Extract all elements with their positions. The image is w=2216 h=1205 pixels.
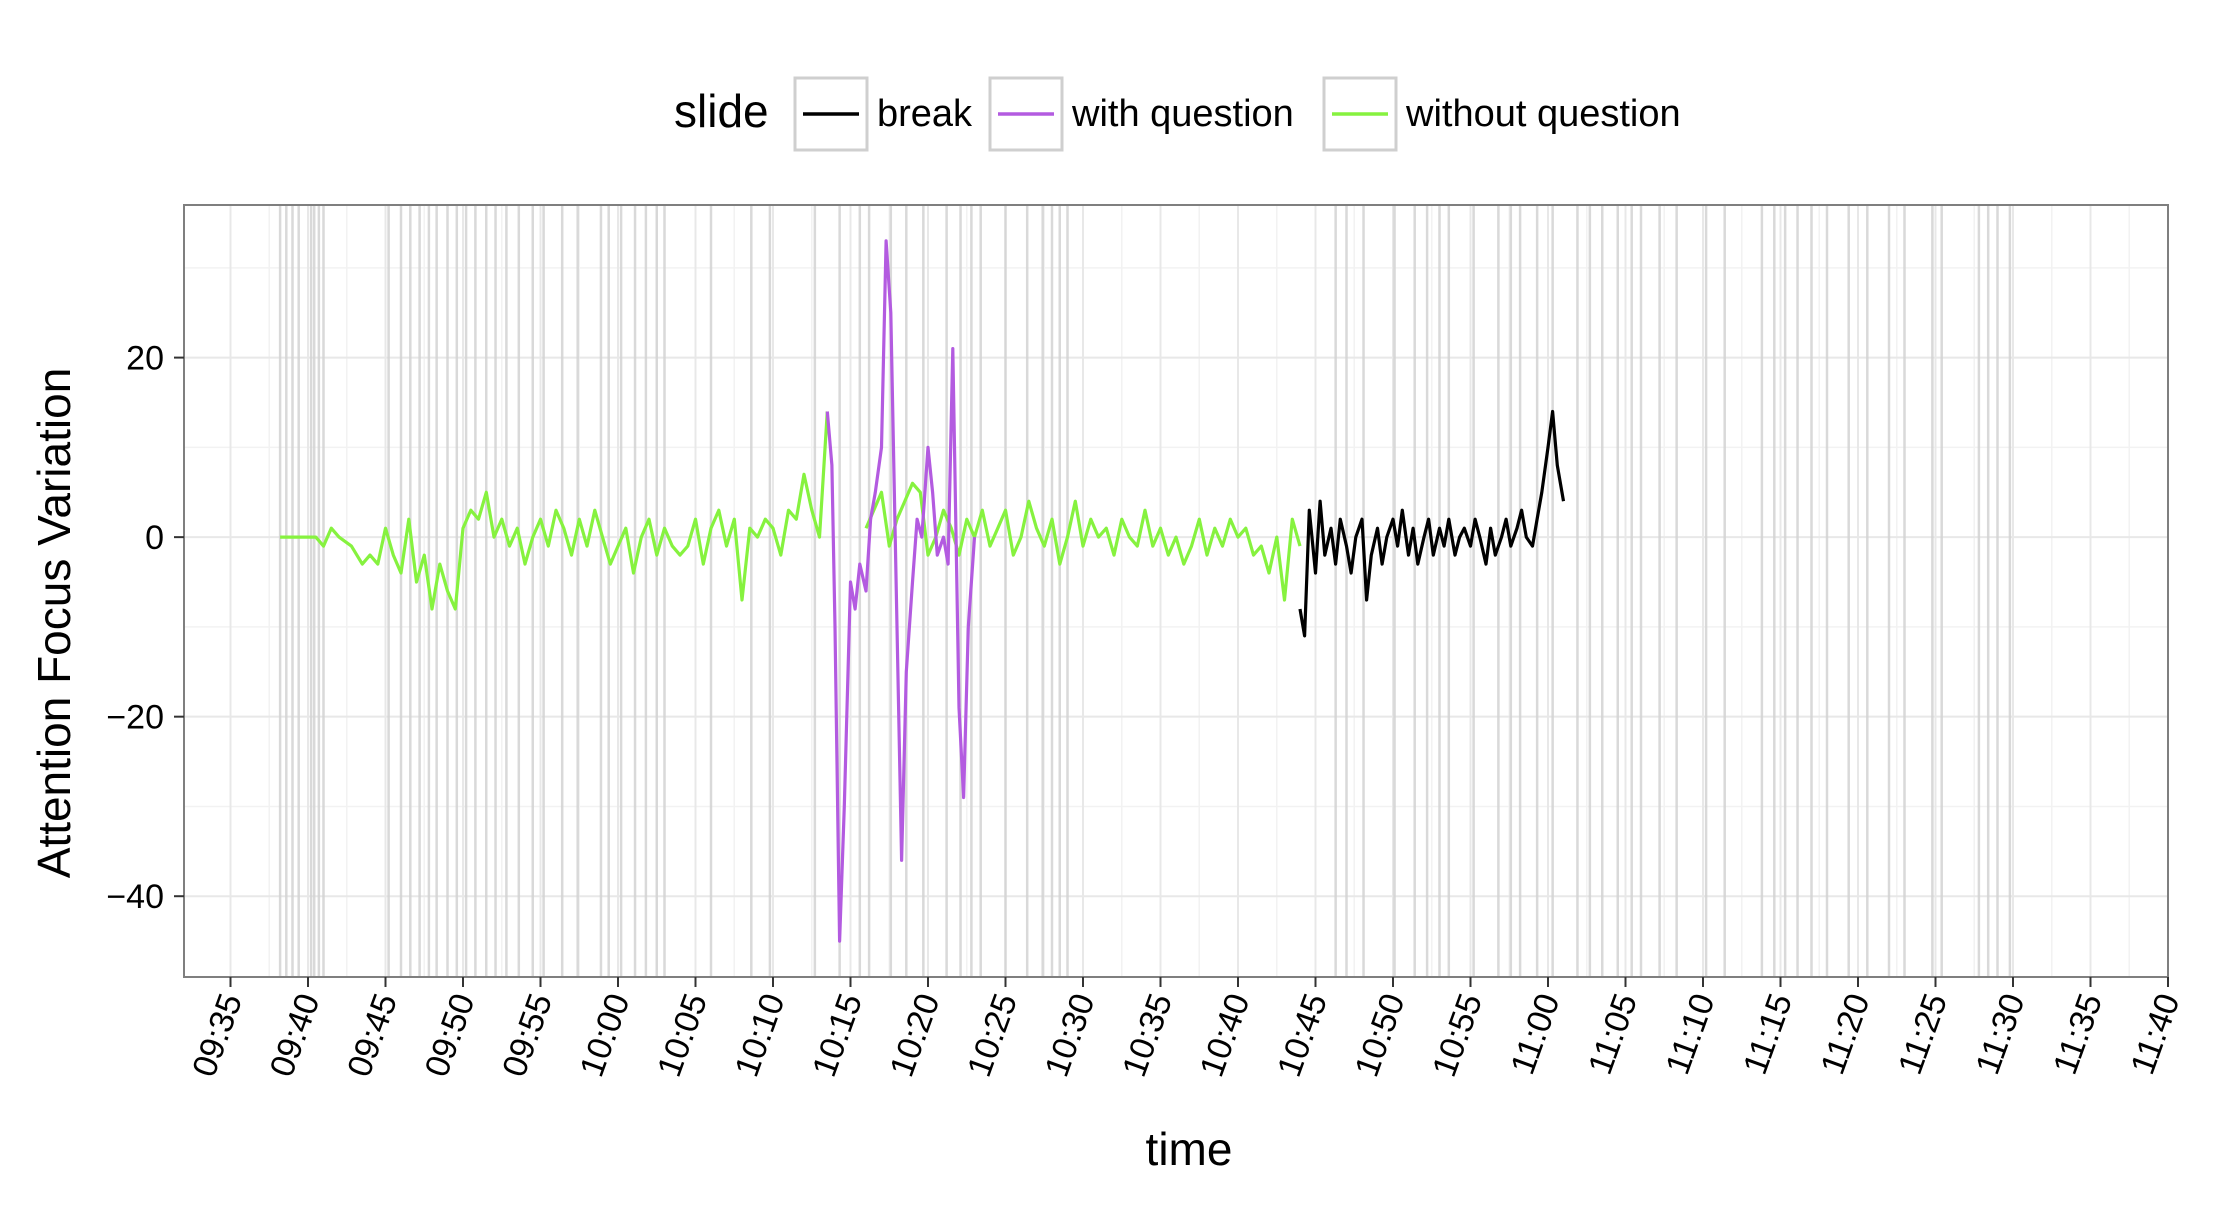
- y-tick-label: 0: [145, 519, 164, 557]
- x-tick-label: 11:10: [1659, 989, 1723, 1080]
- x-tick-label: 11:40: [2124, 989, 2188, 1080]
- x-tick-label: 09:45: [340, 989, 405, 1082]
- x-tick-label: 09:55: [495, 989, 560, 1082]
- x-tick-label: 09:40: [263, 989, 328, 1082]
- x-axis-label: time: [1146, 1123, 1233, 1175]
- y-tick-label: −20: [106, 699, 164, 737]
- x-tick-label: 10:40: [1193, 989, 1258, 1082]
- x-tick-label: 11:15: [1736, 989, 1800, 1080]
- series-line-without-question: [864, 481, 1302, 602]
- series-line-without-question: [280, 411, 829, 611]
- legend-label: break: [877, 93, 973, 135]
- x-tick-label: 10:45: [1270, 989, 1335, 1082]
- x-tick-label: 10:00: [573, 989, 638, 1082]
- x-tick-label: 10:30: [1038, 989, 1103, 1082]
- series-line-with-question: [825, 239, 977, 943]
- legend: slide break with question without question: [674, 76, 1681, 152]
- x-tick-label: 10:25: [960, 989, 1025, 1082]
- y-axis-label: Attention Focus Variation: [28, 368, 80, 879]
- legend-label: without question: [1405, 93, 1681, 135]
- legend-title: slide: [674, 85, 769, 137]
- x-tick-label: 11:20: [1814, 989, 1878, 1080]
- x-tick-label: 11:30: [1969, 989, 2033, 1080]
- x-tick-label: 10:10: [728, 989, 793, 1082]
- x-tick-label: 10:20: [883, 989, 948, 1082]
- x-tick-label: 10:50: [1348, 989, 1413, 1082]
- legend-label: with question: [1071, 93, 1294, 135]
- y-tick-label: −40: [106, 878, 164, 916]
- y-tick-label: 20: [126, 340, 164, 378]
- x-tick-label: 11:05: [1581, 989, 1645, 1080]
- x-tick-label: 10:55: [1425, 989, 1490, 1082]
- x-tick-label: 10:15: [805, 989, 870, 1082]
- plot-background: [184, 205, 2168, 977]
- plot-border: [183, 204, 2169, 978]
- x-tick-label: 10:35: [1115, 989, 1180, 1082]
- x-tick-label: 11:35: [2046, 989, 2110, 1080]
- legend-entries: break with question without question: [793, 76, 1681, 152]
- x-tick-label: 09:50: [418, 989, 483, 1082]
- x-tick-label: 11:25: [1891, 989, 1955, 1080]
- x-tick-label: 10:05: [650, 989, 715, 1082]
- series-line-break: [1298, 409, 1566, 638]
- x-tick-label: 11:00: [1504, 989, 1568, 1080]
- x-tick-label: 09:35: [185, 989, 250, 1082]
